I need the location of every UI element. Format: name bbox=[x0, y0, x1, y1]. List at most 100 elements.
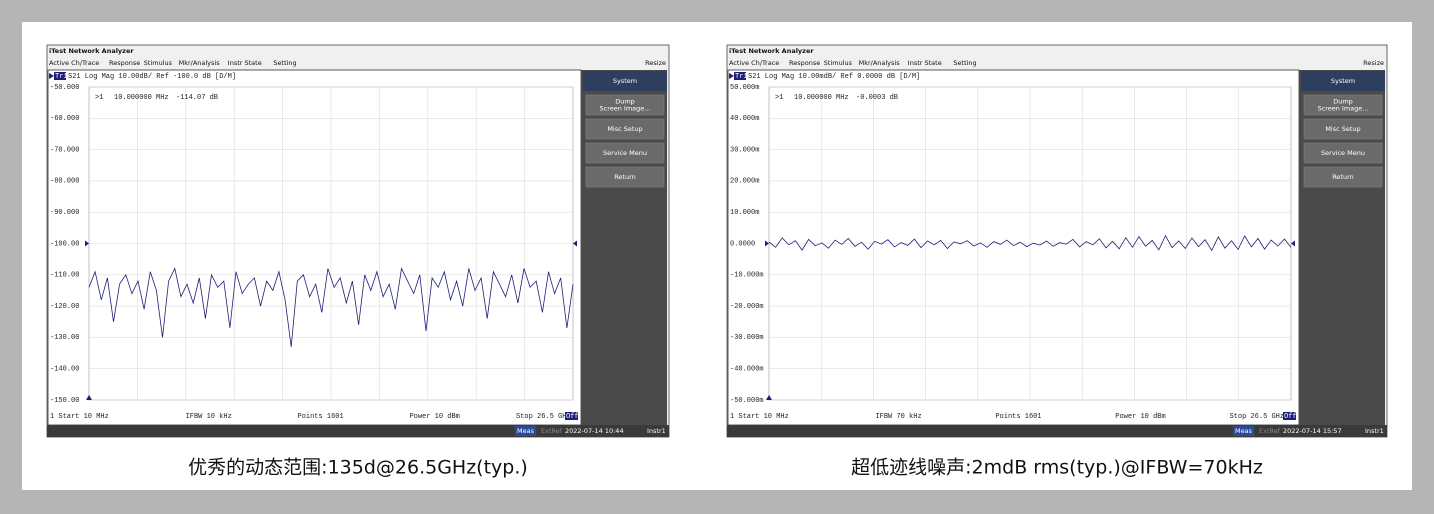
softkey-title-bg bbox=[1301, 71, 1385, 91]
softkey[interactable] bbox=[1303, 94, 1383, 116]
softkey-label[interactable]: Screen Image... bbox=[600, 105, 651, 113]
trace-header: S21 Log Mag 10.00dB/ Ref -100.0 dB [D/M] bbox=[68, 73, 236, 81]
footer-field: 1 Start 10 MHz bbox=[730, 413, 789, 421]
meas-bg bbox=[515, 426, 536, 436]
footer-field: IFBW 70 kHz bbox=[875, 413, 921, 421]
y-tick-label: -50.000 bbox=[50, 84, 79, 92]
marker-frequency: 10.000000 MHz bbox=[794, 94, 849, 102]
softkey[interactable] bbox=[585, 118, 665, 140]
footer-field: Power 10 dBm bbox=[409, 413, 459, 421]
y-tick-label: 10.000m bbox=[730, 209, 759, 217]
resize-button[interactable]: Resize bbox=[1363, 59, 1384, 67]
softkey-label[interactable]: Misc Setup bbox=[607, 125, 642, 133]
softkey-label[interactable]: Misc Setup bbox=[1325, 125, 1360, 133]
menu-item[interactable]: Stimulus bbox=[144, 59, 173, 67]
ref-pointer-right bbox=[1291, 240, 1295, 247]
softkey[interactable] bbox=[1303, 166, 1383, 188]
y-tick-label: -150.00 bbox=[50, 397, 79, 405]
off-button[interactable]: Off bbox=[1284, 413, 1297, 421]
footer-field: Stop 26.5 GHz bbox=[1229, 413, 1284, 421]
y-tick-label: 20.000m bbox=[730, 178, 759, 186]
y-tick-label: -20.000m bbox=[730, 303, 764, 311]
trace-label-bg bbox=[734, 72, 746, 80]
resize-button[interactable]: Resize bbox=[645, 59, 666, 67]
menu-item[interactable]: Setting bbox=[953, 59, 976, 67]
chart-box bbox=[727, 69, 1300, 426]
softkey[interactable] bbox=[585, 94, 665, 116]
footer-field: Points 1601 bbox=[298, 413, 344, 421]
marker-value: -0.0003 dB bbox=[856, 94, 898, 102]
menu-item[interactable]: Active Ch/Trace bbox=[729, 59, 779, 67]
marker-frequency: 10.000000 MHz bbox=[114, 94, 169, 102]
softkey-title-bg bbox=[583, 71, 667, 91]
y-tick-label: -110.00 bbox=[50, 272, 79, 280]
softkey-label[interactable]: Dump bbox=[615, 98, 635, 106]
softkey-title: System bbox=[613, 77, 637, 85]
footer-field: Power 10 dBm bbox=[1115, 413, 1165, 421]
off-bg bbox=[1283, 412, 1296, 420]
status-field: Instr1 bbox=[1365, 427, 1384, 435]
softkey-label[interactable]: Dump bbox=[1333, 98, 1353, 106]
marker-label: >1 bbox=[775, 94, 783, 102]
menu-item[interactable]: Instr State bbox=[228, 59, 262, 67]
menu-item[interactable]: Setting bbox=[273, 59, 296, 67]
softkey-label[interactable]: Service Menu bbox=[1321, 149, 1365, 157]
y-tick-label: -30.000m bbox=[730, 334, 764, 342]
softkey-title: System bbox=[1331, 77, 1355, 85]
softkey-label[interactable]: Screen Image... bbox=[1318, 105, 1369, 113]
caption: 优秀的动态范围:135d@26.5GHz(typ.) bbox=[188, 457, 528, 479]
y-tick-label: -70.000 bbox=[50, 146, 79, 154]
y-tick-label: -120.00 bbox=[50, 303, 79, 311]
menu-item[interactable]: Active Ch/Trace bbox=[49, 59, 99, 67]
menu-item[interactable]: Response bbox=[109, 59, 140, 67]
softkey[interactable] bbox=[585, 166, 665, 188]
y-tick-label: 30.000m bbox=[730, 146, 759, 154]
analyzer-screen: iTest Network Analyzer Active Ch/Trace Res… bbox=[726, 44, 1388, 438]
status-bar bbox=[727, 425, 1387, 437]
status-field: Meas bbox=[517, 427, 535, 435]
softkey[interactable] bbox=[1303, 142, 1383, 164]
app-title: iTest Network Analyzer bbox=[729, 47, 814, 55]
analyzer-screen: iTest Network Analyzer Active Ch/Trace Res… bbox=[46, 44, 670, 438]
menu-item[interactable]: Mkr/Analysis bbox=[179, 59, 221, 67]
ref-pointer-left bbox=[765, 240, 769, 247]
status-field: Meas bbox=[1235, 427, 1253, 435]
y-tick-label: -40.000m bbox=[730, 366, 764, 374]
footer-field: 1 Start 10 MHz bbox=[50, 413, 109, 421]
ref-pointer-left bbox=[85, 240, 89, 247]
status-field: ExtRef bbox=[1259, 427, 1281, 435]
softkey-label[interactable]: Return bbox=[1332, 173, 1354, 181]
start-marker bbox=[766, 395, 772, 400]
active-marker bbox=[49, 73, 54, 79]
chart-box bbox=[47, 69, 582, 426]
marker-value: -114.07 dB bbox=[176, 94, 218, 102]
footer-field: IFBW 10 kHz bbox=[186, 413, 232, 421]
softkey[interactable] bbox=[1303, 118, 1383, 140]
y-tick-label: -80.000 bbox=[50, 178, 79, 186]
off-button[interactable]: Off bbox=[566, 413, 579, 421]
y-tick-label: -140.00 bbox=[50, 366, 79, 374]
menu-item[interactable]: Response bbox=[789, 59, 820, 67]
status-bar bbox=[47, 425, 669, 437]
trace-label: Tr1 bbox=[735, 73, 748, 81]
menu-item[interactable]: Stimulus bbox=[824, 59, 853, 67]
caption: 超低迹线噪声:2mdB rms(typ.)@IFBW=70kHz bbox=[851, 457, 1263, 479]
start-marker bbox=[86, 395, 92, 400]
y-tick-label: -90.000 bbox=[50, 209, 79, 217]
status-field: 2022-07-14 15:57 bbox=[1283, 427, 1342, 435]
y-tick-label: -130.00 bbox=[50, 334, 79, 342]
menu-item[interactable]: Mkr/Analysis bbox=[859, 59, 901, 67]
footer-field: Stop 26.5 GHz bbox=[516, 413, 571, 421]
softkey-label[interactable]: Return bbox=[614, 173, 636, 181]
y-tick-label: -50.000m bbox=[730, 397, 764, 405]
meas-bg bbox=[1233, 426, 1254, 436]
status-field: 2022-07-14 10:44 bbox=[565, 427, 624, 435]
y-tick-label: 50.000m bbox=[730, 84, 759, 92]
softkey-label[interactable]: Service Menu bbox=[603, 149, 647, 157]
menu-item[interactable]: Instr State bbox=[908, 59, 942, 67]
y-tick-label: -10.000m bbox=[730, 272, 764, 280]
trace-label: Tr1 bbox=[55, 73, 68, 81]
softkey[interactable] bbox=[585, 142, 665, 164]
